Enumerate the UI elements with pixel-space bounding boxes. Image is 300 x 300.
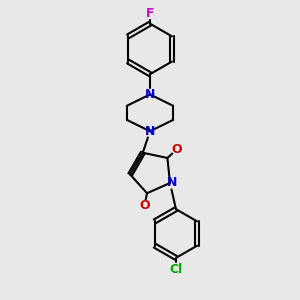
Text: O: O [171, 143, 182, 156]
Text: F: F [146, 7, 154, 20]
Text: O: O [139, 199, 150, 212]
Text: N: N [145, 125, 155, 138]
Text: Cl: Cl [169, 263, 183, 276]
Text: N: N [145, 88, 155, 101]
Text: N: N [167, 176, 178, 190]
